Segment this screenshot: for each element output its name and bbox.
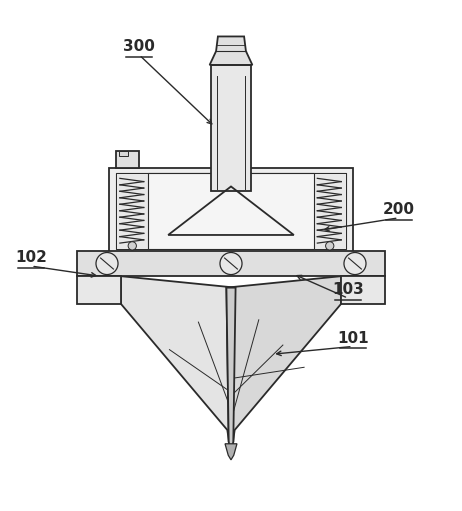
Circle shape (128, 242, 136, 250)
Text: 300: 300 (123, 39, 155, 54)
Circle shape (344, 252, 366, 274)
Polygon shape (341, 276, 385, 304)
Text: 200: 200 (383, 202, 414, 217)
Circle shape (96, 252, 118, 274)
Bar (314, 173, 346, 249)
Polygon shape (121, 276, 236, 455)
Text: 102: 102 (15, 250, 47, 265)
Polygon shape (225, 444, 237, 460)
Bar (119, 151, 128, 156)
Bar (148, 173, 314, 249)
Polygon shape (210, 36, 252, 65)
Text: 101: 101 (337, 331, 369, 345)
Polygon shape (226, 276, 341, 455)
Bar (77, 251, 385, 276)
Bar (116, 173, 346, 249)
Circle shape (220, 252, 242, 274)
Text: 103: 103 (332, 283, 364, 297)
Polygon shape (226, 288, 236, 455)
Circle shape (326, 242, 334, 250)
Bar (212, 65, 250, 191)
Bar (109, 168, 353, 253)
Bar (116, 151, 139, 168)
Bar (116, 173, 148, 249)
Polygon shape (77, 276, 121, 304)
